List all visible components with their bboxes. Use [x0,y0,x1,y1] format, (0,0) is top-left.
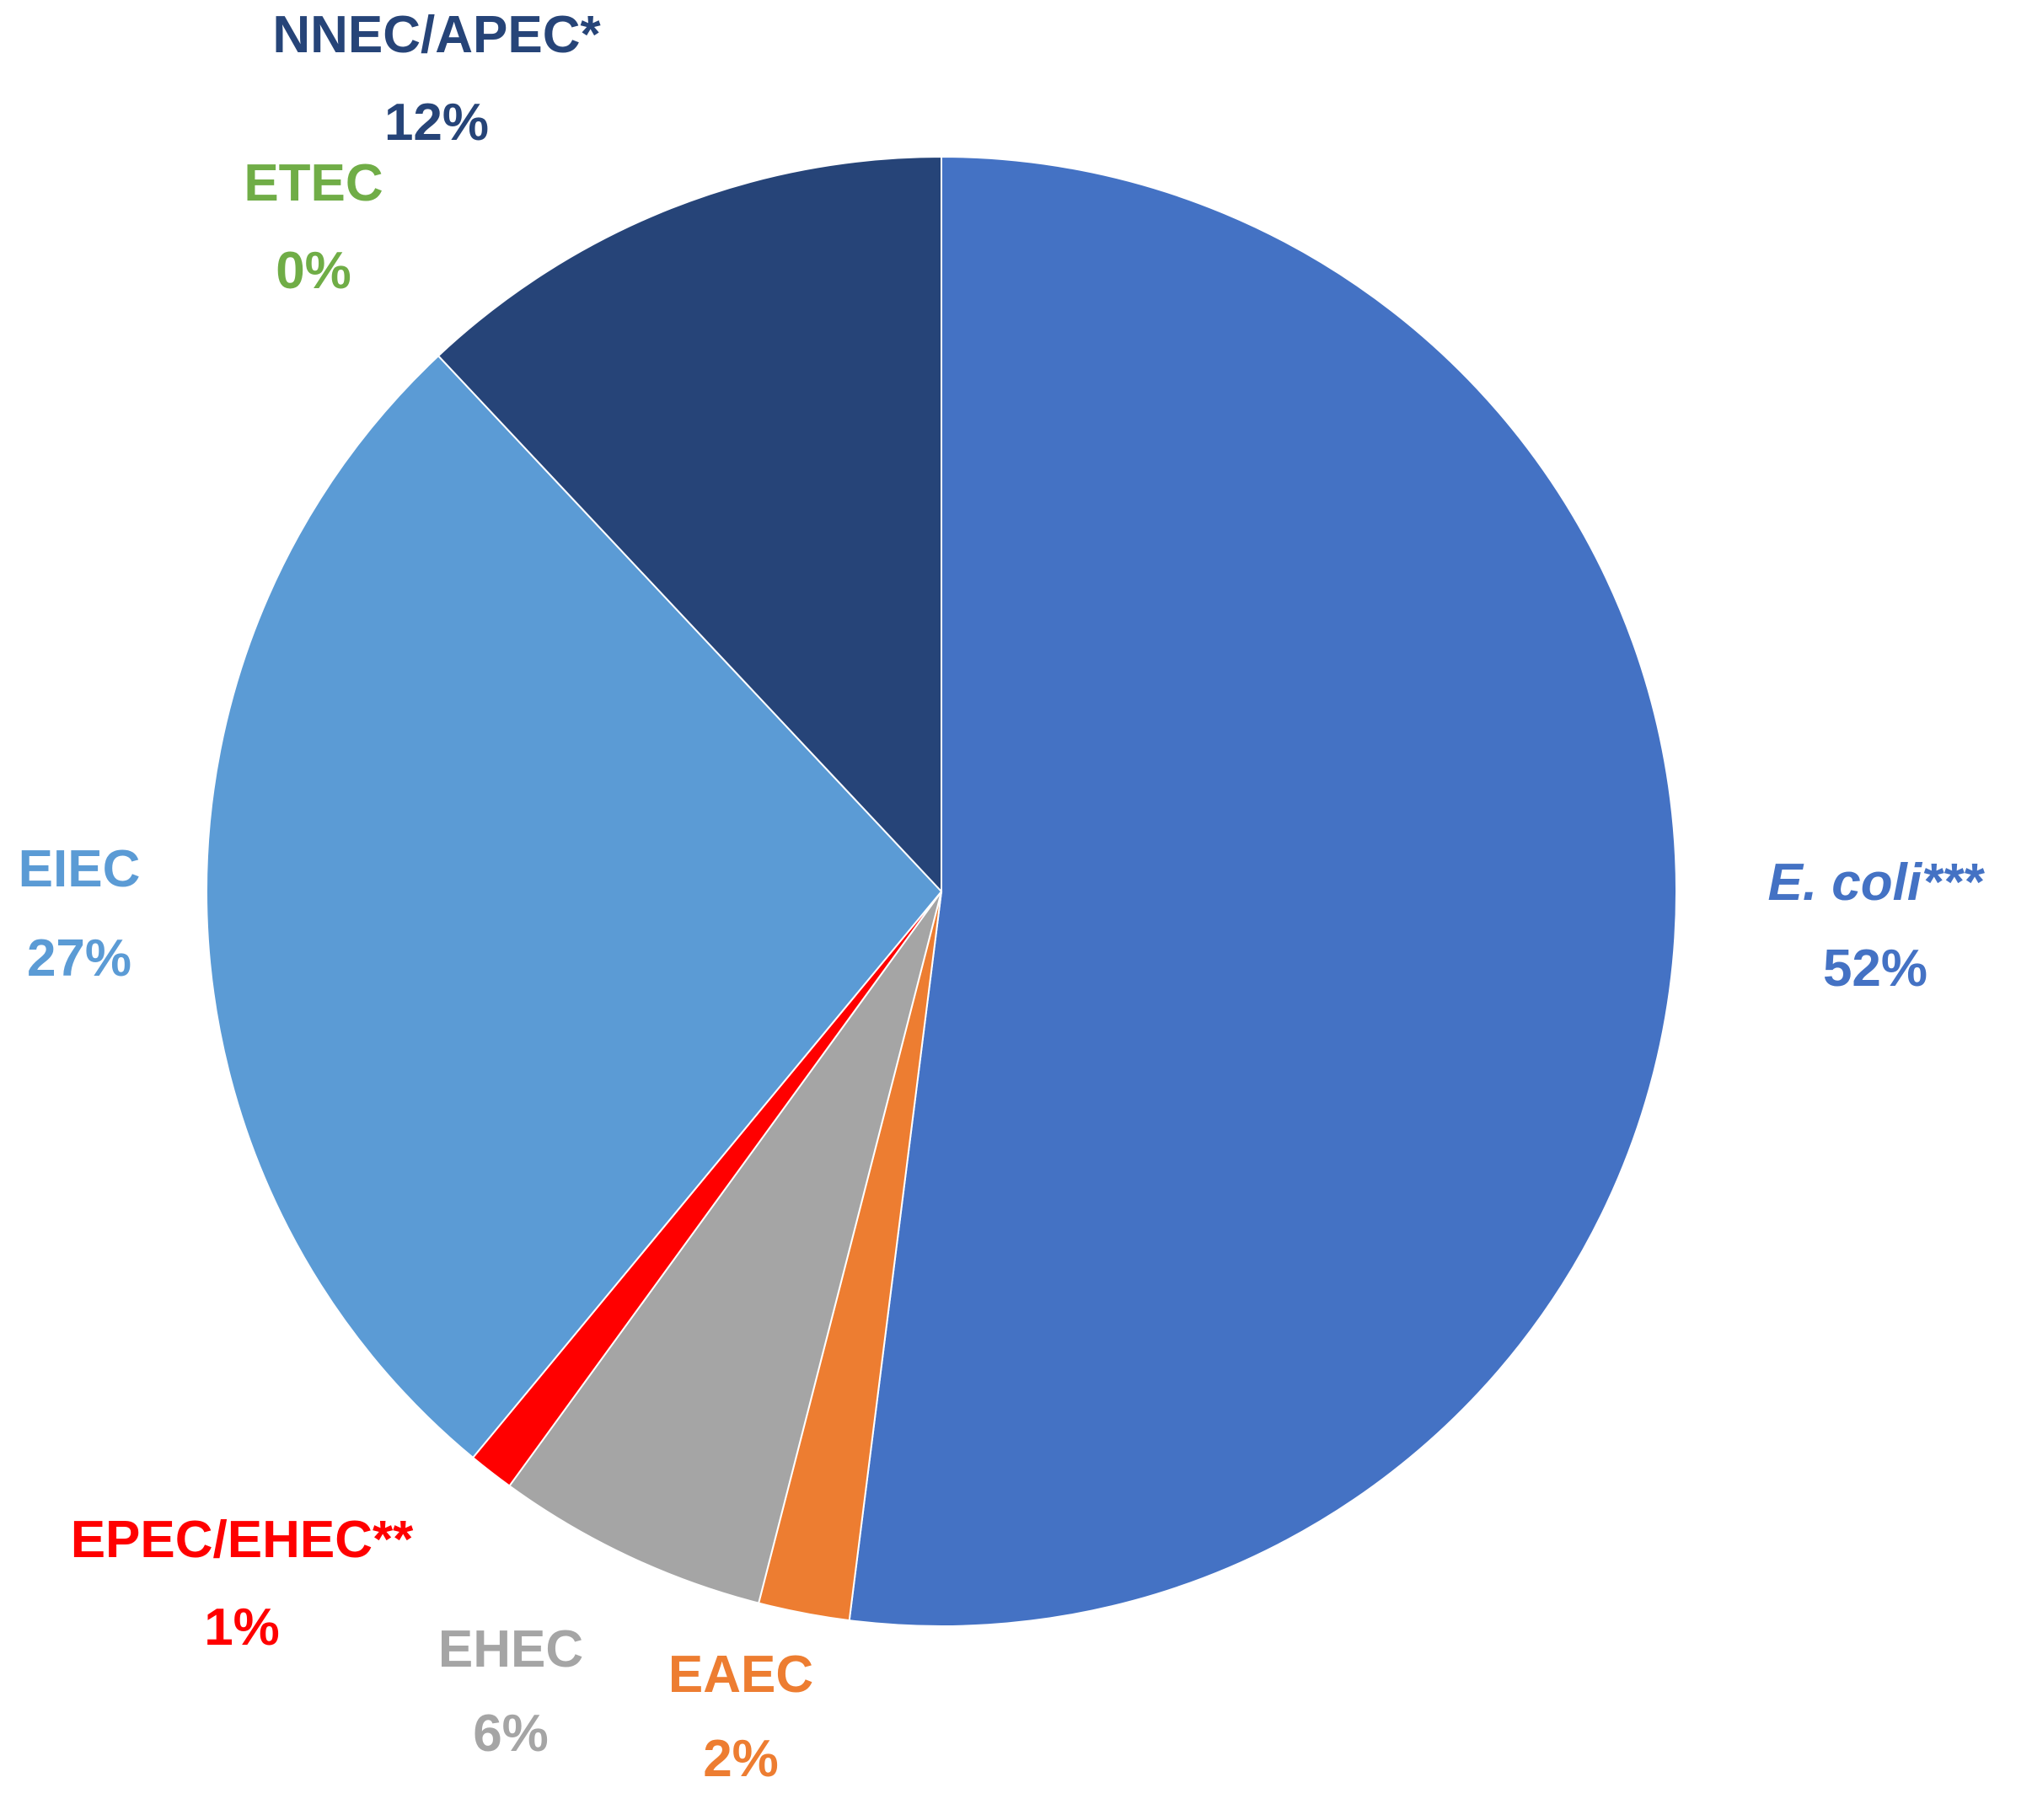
slice-name-label-ehec: EHEC [438,1620,583,1678]
slice-value-label-ehec: 6% [473,1705,549,1763]
slice-value-label-epec-ehec: 1% [204,1598,280,1657]
slice-value-label-etec: 0% [276,242,351,300]
pie-slice-eiec [206,354,943,1459]
slice-name-label-epec-ehec: EPEC/EHEC** [71,1511,414,1569]
pie-slice-ehec [508,891,942,1604]
slice-value-label-eaec: 2% [703,1730,779,1788]
pie-slice-nnec-apec [437,155,942,894]
slice-value-label-nnec-apec: 12% [384,94,489,152]
pie-slice-e-coli [848,155,1678,1627]
slice-name-label-eiec: EIEC [19,840,141,898]
slice-name-label-etec: ETEC [244,154,383,212]
slice-name-label-eaec: EAEC [668,1646,813,1704]
slice-value-label-e-coli: 52% [1823,939,1927,998]
slice-name-label-nnec-apec: NNEC/APEC* [272,6,601,64]
slice-value-label-eiec: 27% [27,929,131,988]
slice-name-label-e-coli: E. coli*** [1768,854,1986,912]
